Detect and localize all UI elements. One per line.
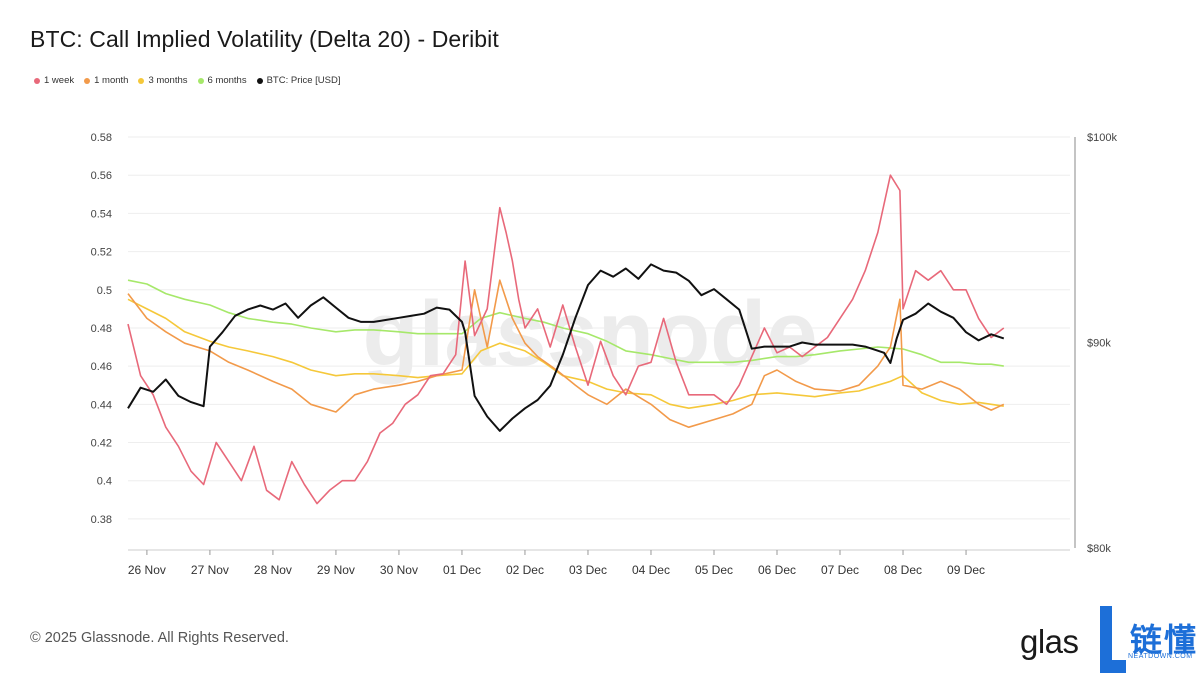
y-tick-label-right: $80k (1087, 543, 1111, 555)
neatdown-badge (1090, 604, 1200, 675)
badge-chinese-text: 链懂 (1130, 622, 1199, 658)
x-tick-label: 04 Dec (632, 563, 670, 577)
x-tick-label: 06 Dec (758, 563, 796, 577)
legend-label: 6 months (207, 75, 247, 86)
legend-label: BTC: Price [USD] (266, 75, 341, 86)
x-tick-label: 30 Nov (380, 563, 418, 577)
legend-item-1-week[interactable]: 1 week (34, 75, 74, 86)
x-tick-label: 01 Dec (443, 563, 481, 577)
l-logo-icon (1100, 606, 1126, 673)
y-tick-label-left: 0.38 (91, 514, 112, 526)
legend-dot-icon (197, 77, 204, 84)
logo-text: glas (1020, 623, 1079, 660)
y-tick-label-left: 0.5 (97, 285, 112, 297)
badge-domain-text: NEATDOWN.COM (1128, 653, 1193, 660)
legend-dot-icon (256, 77, 263, 84)
x-tick-label: 05 Dec (695, 563, 733, 577)
y-tick-label-left: 0.4 (97, 476, 112, 488)
legend-dot-icon (34, 77, 40, 84)
y-tick-label-left: 0.58 (91, 132, 112, 144)
y-tick-label-left: 0.42 (91, 438, 112, 450)
legend-item-3-months[interactable]: 3 months (138, 75, 188, 86)
legend: 1 week 1 month 3 months 6 months BTC: Pr… (34, 75, 341, 86)
glassnode-logo: glas 链懂 NEATDOWN.COM (1020, 604, 1200, 675)
chart-title: BTC: Call Implied Volatility (Delta 20) … (30, 26, 499, 52)
series-line-1-week (127, 174, 1005, 505)
x-tick-label: 28 Nov (254, 563, 292, 577)
y-tick-label-left: 0.46 (91, 361, 112, 373)
y-tick-label-right: $100k (1087, 132, 1117, 144)
series-line-1-month (127, 279, 1005, 429)
legend-label: 1 month (94, 75, 129, 86)
x-tick-label: 27 Nov (191, 563, 229, 577)
y-tick-label-left: 0.56 (91, 170, 112, 182)
x-tick-label: 08 Dec (884, 563, 922, 577)
x-tick-label: 09 Dec (947, 563, 985, 577)
legend-label: 1 week (44, 75, 75, 86)
y-tick-label-left: 0.54 (91, 208, 112, 220)
legend-dot-icon (138, 77, 145, 84)
y-tick-label-right: $90k (1087, 338, 1111, 350)
x-tick-label: 26 Nov (128, 563, 166, 577)
series-line-btc-price-usd- (127, 263, 1005, 432)
legend-item-1-month[interactable]: 1 month (84, 75, 128, 86)
legend-item-6-months[interactable]: 6 months (197, 75, 247, 86)
x-tick-label: 07 Dec (821, 563, 859, 577)
x-tick-label: 03 Dec (569, 563, 607, 577)
series-line-3-months (127, 298, 1004, 410)
y-tick-label-left: 0.52 (91, 247, 112, 259)
x-tick-label: 29 Nov (317, 563, 355, 577)
y-tick-label-left: 0.44 (91, 399, 112, 411)
legend-dot-icon (84, 77, 91, 84)
series-line-6-months (127, 279, 1004, 367)
legend-label: 3 months (148, 75, 188, 86)
x-tick-label: 02 Dec (506, 563, 544, 577)
y-tick-label-left: 0.48 (91, 323, 112, 335)
copyright-text: © 2025 Glassnode. All Rights Reserved. (30, 630, 289, 646)
legend-item-btc-price[interactable]: BTC: Price [USD] (256, 75, 341, 86)
